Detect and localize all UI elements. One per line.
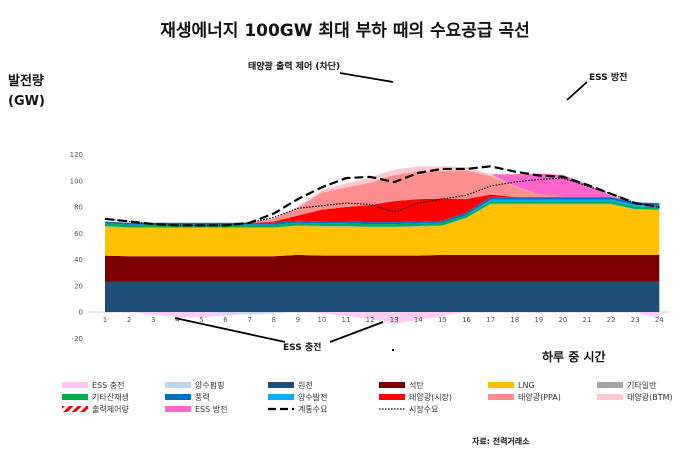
- y-tick-label: -20: [72, 335, 83, 343]
- y-tick-label: 20: [74, 282, 83, 290]
- legend-swatch: [488, 382, 514, 388]
- x-tick-label: 7: [247, 316, 251, 324]
- x-tick-label: 1: [103, 316, 107, 324]
- legend-swatch: [379, 394, 405, 400]
- x-tick-label: 18: [510, 316, 519, 324]
- legend-swatch: [488, 394, 514, 400]
- x-tick-label: 15: [438, 316, 447, 324]
- area-ESS 충전: [105, 312, 660, 324]
- legend-label: 석탄: [409, 380, 424, 390]
- x-tick-label: 23: [631, 316, 640, 324]
- legend-label: ESS 충전: [92, 380, 124, 390]
- legend-label: 풍력: [195, 392, 210, 402]
- y-tick-label: 0: [79, 309, 83, 317]
- x-tick-label: 14: [414, 316, 423, 324]
- annotation-ess-charge: ESS 충전: [283, 341, 321, 353]
- legend-label: 기타신재생: [92, 392, 129, 402]
- x-axis-title: 하루 중 시간: [542, 349, 606, 364]
- area-태양광(BTM): [105, 166, 660, 223]
- x-tick-label: 10: [317, 316, 326, 324]
- legend-swatch: [379, 382, 405, 388]
- y-tick-label: 100: [70, 177, 83, 185]
- y-tick-label: 40: [74, 256, 83, 264]
- annotation-ess-discharge: ESS 방전: [589, 71, 627, 83]
- area-태양광(PPA): [105, 170, 660, 223]
- x-tick-label: 2: [127, 316, 131, 324]
- legend-swatch: [597, 382, 623, 388]
- x-tick-label: 3: [151, 316, 155, 324]
- legend-swatch: [165, 394, 191, 400]
- x-tick-label: 9: [296, 316, 300, 324]
- legend-label: ESS 방전: [195, 404, 227, 414]
- y-tick-label: 80: [74, 204, 83, 212]
- area-석탄: [105, 254, 660, 282]
- x-tick-label: 20: [558, 316, 567, 324]
- x-tick-label: 12: [366, 316, 375, 324]
- x-tick-label: 11: [342, 316, 351, 324]
- legend-swatch: [268, 382, 294, 388]
- legend-swatch: [62, 394, 88, 400]
- legend-label: 태양광(BTM): [627, 392, 673, 402]
- source-note: 자료: 전력거래소: [472, 436, 530, 446]
- y-axis-label: 발전량: [8, 73, 44, 89]
- legend-swatch: [62, 382, 88, 388]
- legend-label: 시장수요: [409, 404, 438, 414]
- x-tick-label: 6: [223, 316, 228, 324]
- annotation-ess-charge-pointer-right: [329, 321, 384, 343]
- annotation-curtail: 태양광 출력 제어 (차단): [248, 60, 340, 72]
- area-LNG: [105, 204, 660, 257]
- chart-title: 재생에너지 100GW 최대 부하 때의 수요공급 곡선: [160, 21, 530, 41]
- x-tick-label: 24: [655, 316, 664, 324]
- y-tick-label: 60: [74, 230, 83, 238]
- legend-label: 기타일반: [627, 381, 657, 390]
- legend-label: 태양광(PPA): [518, 392, 561, 402]
- legend-label: 출력제어량: [92, 404, 129, 414]
- legend-swatch: [165, 406, 191, 412]
- annotation-ess-charge-pointer-left: [174, 317, 286, 343]
- x-tick-label: 8: [271, 316, 275, 324]
- annotation-ess-discharge-pointer: [566, 81, 588, 101]
- x-tick-label: 4: [175, 316, 180, 324]
- x-tick-label: 22: [607, 316, 616, 324]
- y-tick-label: 120: [70, 151, 83, 159]
- legend-label: LNG: [518, 381, 535, 390]
- annotation-curtail-pointer: [339, 72, 394, 83]
- legend-swatch: [597, 394, 623, 400]
- area-양수펌핑: [105, 312, 660, 315]
- legend-label: 계통수요: [298, 404, 327, 414]
- area-태양광(시장): [105, 194, 660, 223]
- x-tick-label: 19: [534, 316, 543, 324]
- legend-label: 양수발전: [298, 392, 327, 402]
- area-ESS 방전: [105, 166, 660, 223]
- legend-swatch: [268, 394, 294, 400]
- legend-label: 양수펌핑: [195, 380, 224, 390]
- x-tick-label: 16: [462, 316, 471, 324]
- x-tick-label: 21: [583, 316, 592, 324]
- legend-swatch: [165, 382, 191, 388]
- area-원전: [105, 281, 660, 312]
- x-tick-label: 5: [199, 316, 203, 324]
- legend-label: 태양광(시장): [409, 392, 452, 402]
- legend-swatch: [62, 406, 88, 412]
- x-tick-label: 13: [390, 316, 399, 324]
- legend-label: 원전: [298, 380, 313, 390]
- x-tick-label: 17: [486, 316, 495, 324]
- y-axis-unit: (GW): [8, 94, 45, 109]
- stray-dot: [392, 349, 394, 351]
- grid-demand-line: [104, 165, 660, 227]
